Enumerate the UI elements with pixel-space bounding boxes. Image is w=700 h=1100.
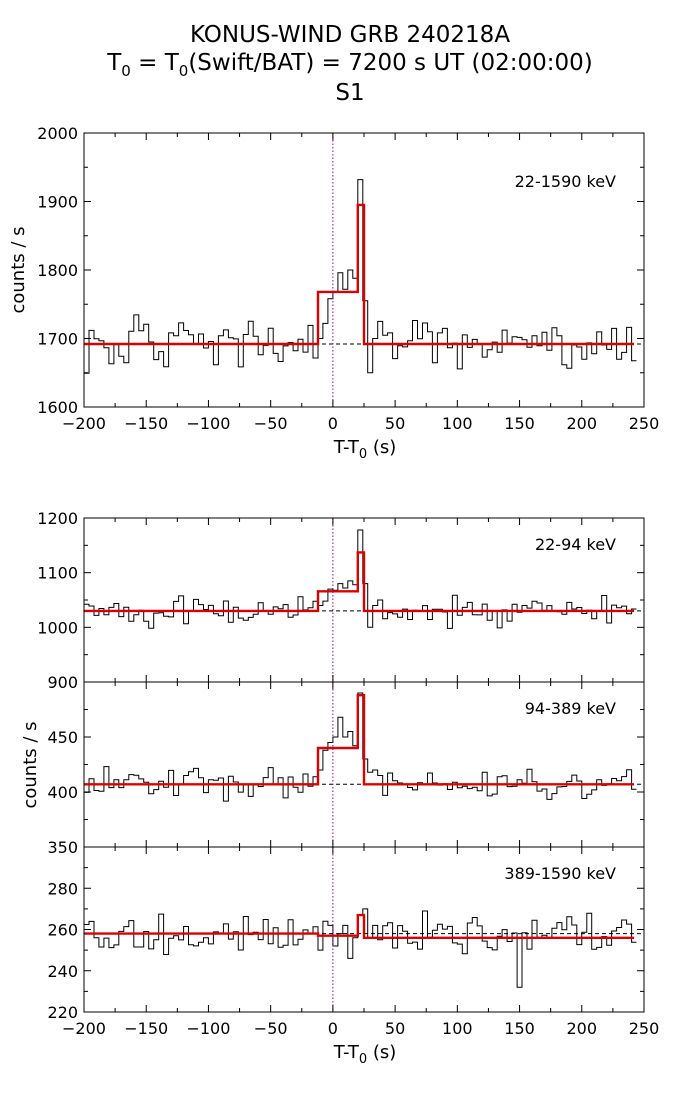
x-tick-label: −50 [254,414,288,433]
y-tick-label: 1600 [37,398,78,417]
y-tick-label: 1800 [37,261,78,280]
title-line-3: S1 [335,80,364,106]
x-tick-label: 200 [567,414,598,433]
y-tick-label: 260 [47,921,78,940]
x-tick-label: 150 [504,1019,535,1038]
panel-p2: 1000 1100 1200 22-94 keV [37,509,645,683]
band-label-p3: 94-389 keV [525,699,616,718]
x-tick-label: −50 [254,1019,288,1038]
y-tick-label: 240 [47,962,78,981]
y-axis-title-top: counts / s [8,226,29,313]
x-tick-label: −150 [124,414,168,433]
x-tick-label: −100 [186,1019,230,1038]
x-tick-label: 100 [442,414,473,433]
data-histogram-p4 [84,908,637,988]
y-tick-label: 350 [47,838,78,857]
band-label-p2: 22-94 keV [535,535,616,554]
y-tick-label: 220 [47,1003,78,1022]
band-label-p1: 22-1590 keV [515,172,616,191]
panel-p1: −200 −150 −100 −50 0 50 100 150 200 250 1600 1700 18… [37,124,659,433]
x-tick-label: −100 [186,414,230,433]
title-line-2: T0 = T0(Swift/BAT) = 7200 s UT (02:00:00… [106,50,593,80]
y-tick-label: 1100 [37,564,78,583]
x-tick-label: −200 [62,1019,106,1038]
y-tick-label: 1700 [37,330,78,349]
y-tick-label: 280 [47,879,78,898]
x-tick-label: 0 [328,414,338,433]
model-curve-p2 [84,551,634,613]
data-histogram-p3 [84,692,637,802]
x-tick-label: 0 [328,1019,338,1038]
model-curve-p4 [84,913,634,939]
x-tick-label: 150 [504,414,535,433]
data-histogram-p1 [84,179,637,374]
x-tick-label: 50 [385,414,405,433]
y-tick-label: 400 [47,783,78,802]
panel-p3: 350 400 450 900 94-389 keV [47,673,645,857]
title-line-1: KONUS-WIND GRB 240218A [190,22,510,48]
x-axis-title-bottom: T-T0 (s) [333,1042,397,1067]
y-tick-label: 1900 [37,193,78,212]
y-tick-label: 900 [47,673,78,692]
x-tick-label: 50 [385,1019,405,1038]
y-tick-label: 1000 [37,618,78,637]
y-axis-title-bottom: counts / s [20,721,41,808]
x-tick-label: 100 [442,1019,473,1038]
x-tick-label: −200 [62,414,106,433]
x-tick-label: 250 [629,1019,660,1038]
band-label-p4: 389-1590 keV [504,864,616,883]
model-curve-p3 [84,694,634,786]
y-tick-label: 1200 [37,509,78,528]
y-tick-label: 2000 [37,124,78,143]
y-tick-label: 450 [47,728,78,747]
x-axis-title-top: T-T0 (s) [333,437,397,462]
x-tick-label: −150 [124,1019,168,1038]
model-curve-p1 [84,203,634,346]
x-tick-label: 250 [629,414,660,433]
x-tick-label: 200 [567,1019,598,1038]
panel-p4: −200 −150 −100 −50 0 50 100 150 200 250 220 240 260 2… [47,846,660,1038]
